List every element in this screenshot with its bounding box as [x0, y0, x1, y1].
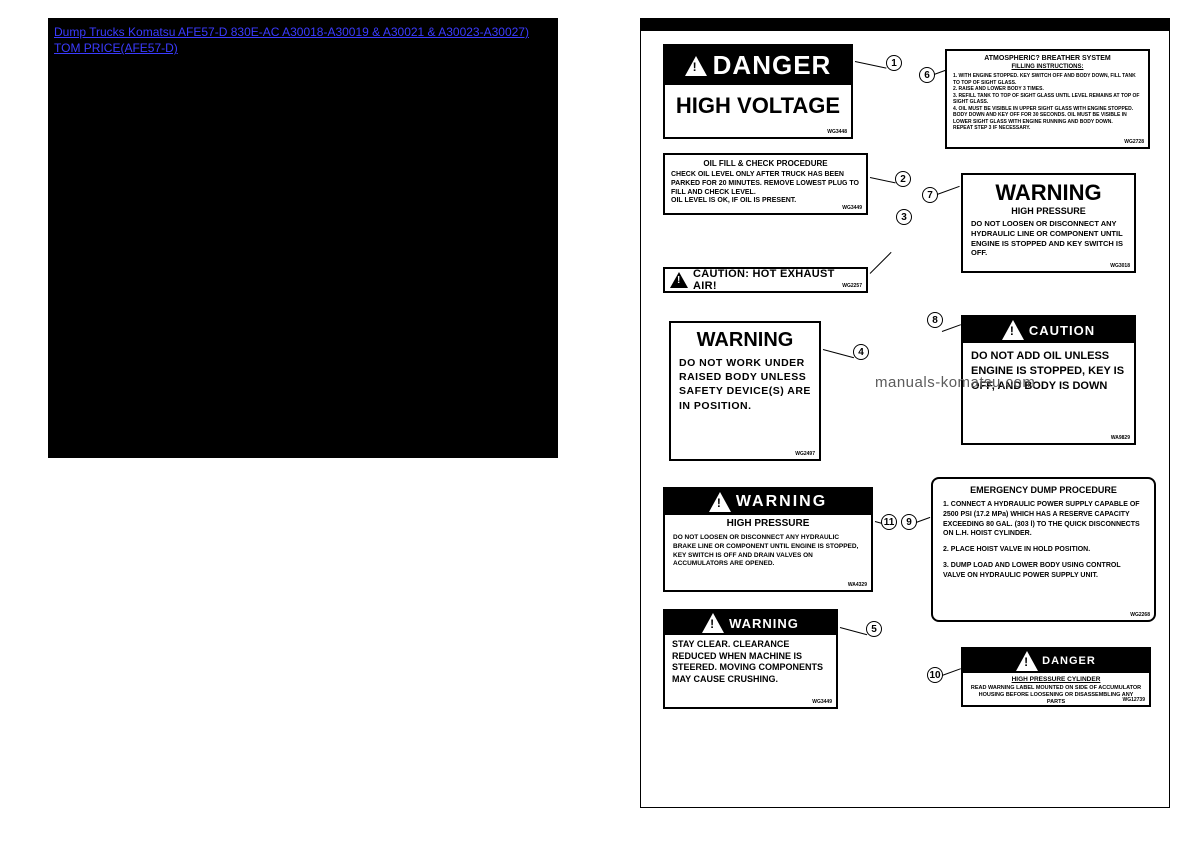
left-panel: Dump Trucks Komatsu AFE57-D 830E-AC A300…: [48, 18, 558, 458]
warning-triangle-icon: [702, 613, 724, 633]
product-link[interactable]: Dump Trucks Komatsu AFE57-D 830E-AC A300…: [48, 18, 558, 56]
warn-sub: HIGH PRESSURE: [665, 515, 871, 532]
caution-header-text: CAUTION: [1029, 323, 1095, 338]
warning-triangle-icon: [709, 492, 731, 512]
emerg-body: 1. CONNECT A HYDRAULIC POWER SUPPLY CAPA…: [943, 500, 1144, 581]
breather-body: 1. WITH ENGINE STOPPED. KEY SWITCH OFF A…: [953, 73, 1142, 132]
callout-leader: [937, 186, 960, 195]
callout-5: 5: [866, 621, 882, 637]
label-code: WG3448: [827, 129, 847, 135]
callout-9: 9: [901, 514, 917, 530]
label-hot-exhaust: CAUTION: HOT EXHAUST AIR! WG2257: [663, 267, 868, 293]
warn-body: DO NOT WORK UNDER RAISED BODY UNLESS SAF…: [679, 356, 811, 413]
label-code: WG3449: [812, 699, 832, 705]
warn-header-text: WARNING: [729, 616, 799, 631]
warning-triangle-icon: [685, 56, 707, 76]
callout-4: 4: [853, 344, 869, 360]
warn-body: DO NOT LOOSEN OR DISCONNECT ANY HYDRAULI…: [665, 532, 871, 571]
callout-leader: [934, 70, 946, 75]
label-code: WA9829: [1111, 435, 1130, 441]
callout-2: 2: [895, 171, 911, 187]
callout-leader: [942, 668, 961, 676]
callout-leader: [855, 61, 887, 69]
warn-title: WARNING: [971, 180, 1126, 206]
danger-header: DANGER: [665, 46, 851, 85]
label-code: WG2257: [842, 283, 862, 289]
danger-body-text: HIGH VOLTAGE: [665, 85, 851, 127]
warning-triangle-icon: [670, 272, 688, 288]
label-code: WG3018: [1110, 263, 1130, 269]
caution-body: DO NOT ADD OIL UNLESS ENGINE IS STOPPED,…: [963, 343, 1134, 400]
danger-header-text: DANGER: [713, 50, 832, 81]
label-emergency-dump: EMERGENCY DUMP PROCEDURE 1. CONNECT A HY…: [931, 477, 1156, 622]
label-code: WG3449: [842, 205, 862, 211]
label-danger-cylinder: DANGER HIGH PRESSURE CYLINDER READ WARNI…: [961, 647, 1151, 707]
warn-body: STAY CLEAR. CLEARANCE REDUCED WHEN MACHI…: [665, 635, 836, 690]
danger-body: READ WARNING LABEL MOUNTED ON SIDE OF AC…: [963, 683, 1149, 708]
warn-title: WARNING: [679, 329, 811, 352]
label-code: WG2728: [1124, 139, 1144, 145]
callout-10: 10: [927, 667, 943, 683]
callout-6: 6: [919, 67, 935, 83]
warning-triangle-icon: [1002, 320, 1024, 340]
warning-triangle-icon: [1016, 651, 1038, 671]
label-warning-raised-body: WARNING DO NOT WORK UNDER RAISED BODY UN…: [669, 321, 821, 461]
callout-leader: [840, 627, 867, 635]
oil-fill-title: OIL FILL & CHECK PROCEDURE: [671, 159, 860, 168]
callout-leader: [916, 517, 930, 523]
watermark-text: manuals-komatsu.com: [875, 374, 1035, 391]
hot-exhaust-text: CAUTION: HOT EXHAUST AIR!: [693, 268, 861, 292]
label-code: WG2497: [795, 451, 815, 457]
callout-7: 7: [922, 187, 938, 203]
breather-sub: FILLING INSTRUCTIONS:: [953, 64, 1142, 70]
callout-leader: [870, 252, 892, 274]
label-code: WG2268: [1130, 612, 1150, 618]
emerg-step-3: 3. DUMP LOAD AND LOWER BODY USING CONTRO…: [943, 561, 1144, 581]
label-code: WA4329: [848, 582, 867, 588]
warn-body: DO NOT LOOSEN OR DISCONNECT ANY HYDRAULI…: [971, 219, 1126, 258]
label-code: WG12739: [1122, 697, 1145, 703]
warn-sub: HIGH PRESSURE: [971, 206, 1126, 216]
label-warning-high-pressure: WARNING HIGH PRESSURE DO NOT LOOSEN OR D…: [961, 173, 1136, 273]
label-warning-high-pressure-brake: WARNING HIGH PRESSURE DO NOT LOOSEN OR D…: [663, 487, 873, 592]
page-top-bar: [641, 19, 1169, 31]
danger-header-text: DANGER: [1042, 655, 1096, 667]
emerg-step-2: 2. PLACE HOIST VALVE IN HOLD POSITION.: [943, 545, 1144, 555]
callout-3: 3: [896, 209, 912, 225]
callout-8: 8: [927, 312, 943, 328]
callout-leader: [823, 349, 854, 358]
danger-header: DANGER: [963, 649, 1149, 673]
label-breather-system: ATMOSPHERIC? BREATHER SYSTEM FILLING INS…: [945, 49, 1150, 149]
label-danger-high-voltage: DANGER HIGH VOLTAGE WG3448: [663, 44, 853, 139]
danger-sub: HIGH PRESSURE CYLINDER: [963, 673, 1149, 683]
callout-1: 1: [886, 55, 902, 71]
label-warning-stay-clear: WARNING STAY CLEAR. CLEARANCE REDUCED WH…: [663, 609, 838, 709]
callout-11: 11: [881, 514, 897, 530]
emerg-title: EMERGENCY DUMP PROCEDURE: [943, 485, 1144, 495]
callout-leader: [942, 324, 961, 332]
labels-page: DANGER HIGH VOLTAGE WG3448 OIL FILL & CH…: [640, 18, 1170, 808]
warn-header: WARNING: [665, 611, 836, 635]
warn-header-text: WARNING: [736, 493, 827, 511]
breather-title: ATMOSPHERIC? BREATHER SYSTEM: [953, 55, 1142, 62]
emerg-step-1: 1. CONNECT A HYDRAULIC POWER SUPPLY CAPA…: [943, 500, 1144, 539]
warn-header: WARNING: [665, 489, 871, 515]
caution-header: CAUTION: [963, 317, 1134, 343]
label-oil-fill: OIL FILL & CHECK PROCEDURE CHECK OIL LEV…: [663, 153, 868, 215]
oil-fill-body: CHECK OIL LEVEL ONLY AFTER TRUCK HAS BEE…: [671, 171, 860, 206]
callout-leader: [870, 177, 896, 183]
